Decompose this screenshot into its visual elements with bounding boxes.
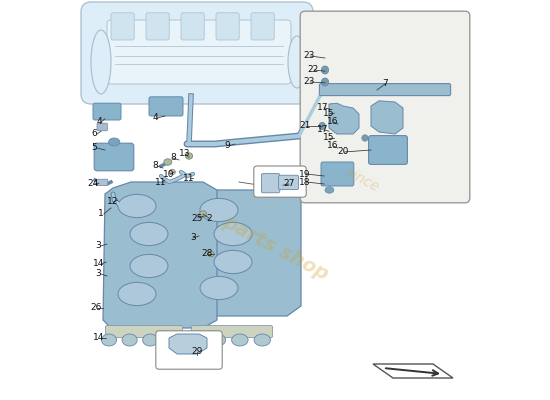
- Ellipse shape: [122, 334, 137, 346]
- Ellipse shape: [200, 198, 238, 222]
- Text: 15: 15: [323, 134, 335, 142]
- Text: 26: 26: [90, 304, 102, 312]
- Ellipse shape: [101, 334, 117, 346]
- Text: 9: 9: [224, 142, 230, 150]
- Text: 17: 17: [317, 126, 329, 134]
- FancyBboxPatch shape: [254, 166, 306, 197]
- Ellipse shape: [185, 153, 192, 159]
- Text: 8: 8: [170, 154, 176, 162]
- Ellipse shape: [321, 66, 328, 74]
- FancyBboxPatch shape: [94, 143, 134, 171]
- Text: 14: 14: [92, 334, 104, 342]
- Ellipse shape: [214, 222, 252, 246]
- Polygon shape: [373, 364, 453, 378]
- Polygon shape: [329, 103, 359, 134]
- Text: 6: 6: [91, 130, 97, 138]
- Text: 23: 23: [303, 52, 315, 60]
- Polygon shape: [171, 190, 301, 320]
- Ellipse shape: [108, 138, 120, 146]
- Text: 14: 14: [92, 260, 104, 268]
- FancyBboxPatch shape: [320, 84, 450, 96]
- Text: 7: 7: [382, 80, 388, 88]
- FancyBboxPatch shape: [251, 13, 274, 40]
- Ellipse shape: [254, 334, 271, 346]
- FancyBboxPatch shape: [93, 103, 121, 120]
- Ellipse shape: [200, 211, 207, 217]
- FancyBboxPatch shape: [96, 179, 108, 186]
- Ellipse shape: [118, 282, 156, 306]
- Ellipse shape: [362, 135, 368, 141]
- Ellipse shape: [130, 222, 168, 246]
- FancyBboxPatch shape: [146, 13, 169, 40]
- Ellipse shape: [321, 78, 328, 86]
- Ellipse shape: [200, 276, 238, 300]
- Ellipse shape: [214, 250, 252, 274]
- Text: 22: 22: [307, 66, 318, 74]
- Text: 19: 19: [299, 170, 311, 178]
- Ellipse shape: [325, 187, 334, 193]
- Text: 17: 17: [317, 104, 329, 112]
- Ellipse shape: [232, 334, 248, 346]
- FancyBboxPatch shape: [97, 123, 107, 131]
- Text: 10: 10: [163, 170, 175, 178]
- Polygon shape: [103, 182, 217, 334]
- Text: 18: 18: [299, 178, 311, 186]
- Text: 27: 27: [283, 180, 295, 188]
- Ellipse shape: [142, 334, 158, 346]
- Text: 8: 8: [152, 162, 158, 170]
- Text: 4: 4: [152, 114, 158, 122]
- Polygon shape: [371, 101, 403, 134]
- Ellipse shape: [130, 254, 168, 278]
- Text: 21: 21: [299, 122, 311, 130]
- FancyBboxPatch shape: [300, 11, 470, 203]
- FancyBboxPatch shape: [107, 20, 291, 84]
- Text: 3: 3: [95, 242, 101, 250]
- Text: 29: 29: [191, 348, 203, 356]
- FancyBboxPatch shape: [156, 331, 222, 369]
- Ellipse shape: [91, 30, 111, 94]
- Text: 1: 1: [98, 210, 104, 218]
- FancyBboxPatch shape: [216, 13, 239, 40]
- FancyBboxPatch shape: [181, 13, 204, 40]
- Text: 28: 28: [201, 250, 213, 258]
- Ellipse shape: [163, 334, 178, 346]
- Text: 3: 3: [190, 234, 196, 242]
- Ellipse shape: [187, 334, 203, 346]
- Text: 11: 11: [155, 178, 167, 186]
- Ellipse shape: [164, 159, 172, 165]
- Text: 24: 24: [87, 180, 98, 188]
- FancyBboxPatch shape: [111, 13, 134, 40]
- FancyBboxPatch shape: [321, 162, 354, 186]
- Ellipse shape: [288, 36, 306, 88]
- Text: 5: 5: [91, 144, 97, 152]
- Text: 12: 12: [107, 198, 119, 206]
- Text: 11: 11: [183, 174, 195, 182]
- FancyBboxPatch shape: [279, 175, 299, 190]
- Text: 23: 23: [303, 78, 315, 86]
- Text: 20: 20: [337, 148, 349, 156]
- Ellipse shape: [169, 169, 175, 175]
- Text: 15: 15: [323, 110, 335, 118]
- Text: since: since: [344, 165, 382, 195]
- Ellipse shape: [118, 194, 156, 218]
- Text: 25: 25: [191, 214, 203, 222]
- Text: parts shop: parts shop: [219, 212, 331, 284]
- Text: 4: 4: [96, 118, 102, 126]
- Ellipse shape: [209, 334, 226, 346]
- Text: 16: 16: [327, 142, 339, 150]
- Text: 16: 16: [327, 118, 339, 126]
- Polygon shape: [169, 334, 207, 354]
- FancyBboxPatch shape: [106, 326, 183, 338]
- Ellipse shape: [208, 251, 214, 257]
- Ellipse shape: [319, 122, 326, 130]
- FancyBboxPatch shape: [261, 174, 280, 193]
- Text: 13: 13: [179, 150, 191, 158]
- FancyBboxPatch shape: [81, 2, 313, 104]
- FancyBboxPatch shape: [149, 97, 183, 116]
- Text: 2: 2: [206, 214, 212, 222]
- FancyBboxPatch shape: [368, 136, 408, 164]
- FancyBboxPatch shape: [191, 326, 273, 338]
- Text: 3: 3: [95, 270, 101, 278]
